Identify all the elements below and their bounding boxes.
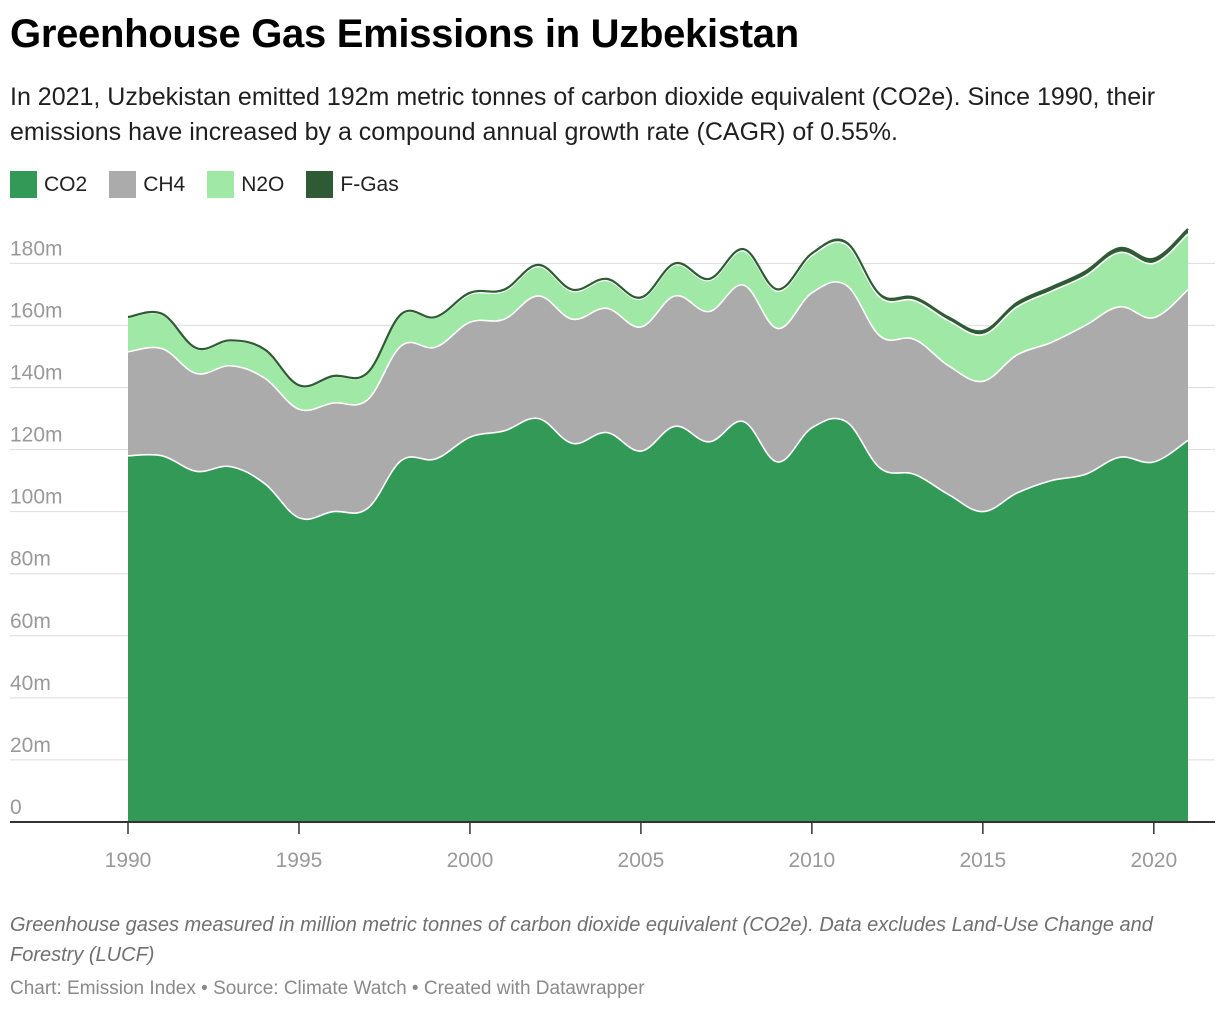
legend-label-fgas: F-Gas [340,172,399,196]
x-tick-label: 2020 [1130,849,1177,872]
legend-item-fgas: F-Gas [306,171,399,198]
y-tick-label: 160m [10,299,63,322]
y-tick-label: 20m [10,734,51,757]
legend-swatch-ch4 [109,171,137,198]
area-ch4 [128,281,1188,520]
y-tick-label: 80m [10,548,51,571]
legend-item-co2: CO2 [10,171,87,198]
y-tick-label: 100m [10,486,63,509]
y-tick-label: 0 [10,796,22,819]
legend-item-ch4: CH4 [109,171,185,198]
y-tick-label: 120m [10,424,63,447]
legend-swatch-n2o [207,171,235,198]
separator-co2 [127,417,1189,521]
x-tick-label: 2015 [959,849,1006,872]
chart-title: Greenhouse Gas Emissions in Uzbekistan [10,12,799,56]
y-tick-label: 60m [10,610,51,633]
y-axis-labels: 0 20m 40m 60m 80m 100m 120m 140m 160m 180m [10,237,63,819]
area-series [127,228,1189,822]
x-tick-label: 2005 [618,849,665,872]
area-fgas-outline [127,228,1189,388]
legend-swatch-co2 [10,171,37,198]
separator-ch4 [127,281,1189,412]
y-tick-label: 180m [10,237,63,260]
y-tick-label: 40m [10,672,51,695]
chart-credit: Chart: Emission Index • Source: Climate … [10,978,645,999]
chart-subtitle: In 2021, Uzbekistan emitted 192m metric … [10,83,1156,146]
legend-label-n2o: N2O [241,172,285,196]
x-tick-label: 1990 [105,849,152,872]
area-co2 [128,418,1188,822]
legend-swatch-fgas [306,171,334,198]
x-tick-label: 2000 [447,849,494,872]
legend-label-ch4: CH4 [143,172,186,196]
legend-label-co2: CO2 [44,172,88,196]
x-axis: 1990 1995 2000 2005 2010 2015 2020 [105,822,1177,872]
x-tick-label: 2010 [789,849,836,872]
y-tick-label: 140m [10,361,63,384]
legend-item-n2o: N2O [207,171,284,198]
x-tick-label: 1995 [276,849,323,872]
legend: CO2 CH4 N2O F-Gas [10,171,421,198]
chart-notes: Greenhouse gases measured in million met… [10,914,1153,966]
